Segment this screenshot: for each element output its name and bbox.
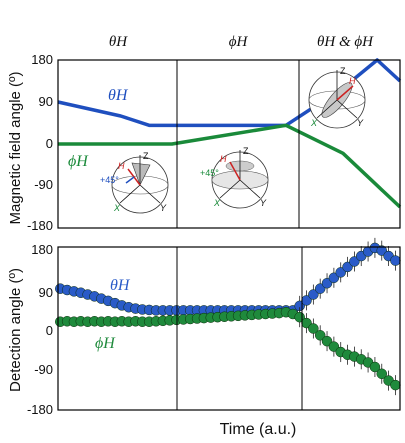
bottom-series-group: θH ϕH: [55, 237, 401, 396]
bottom-panel: Detection angle (º) 180 90 0 -90 -180 θH…: [7, 237, 401, 438]
inset2-y: Y: [260, 198, 267, 208]
bottom-ytick-90: 90: [39, 285, 53, 300]
top-ytick-90: 90: [39, 94, 53, 109]
inset2-h: H: [220, 154, 227, 164]
bottom-point-theta: [308, 289, 319, 300]
bottom-xlabel: Time (a.u.): [220, 421, 297, 438]
top-ytick-m90: -90: [34, 177, 53, 192]
top-panel: Magnetic field angle (º) 180 90 0 -90 -1…: [7, 34, 402, 233]
bottom-point-phi: [314, 330, 326, 341]
inset3-x: X: [310, 118, 318, 128]
bottom-series-label-theta: θH: [110, 277, 131, 294]
bottom-ytick-0: 0: [46, 323, 53, 338]
bottom-ytick-m180: -180: [27, 402, 53, 417]
bottom-point-phi: [308, 323, 319, 334]
top-plot-frame: [57, 59, 401, 229]
inset1-h: H: [118, 161, 125, 171]
top-series-label-phi: ϕH: [68, 153, 89, 170]
inset1-angle: +45°: [100, 175, 119, 185]
bottom-point-phi: [369, 361, 381, 373]
bottom-ytick-180: 180: [31, 242, 53, 257]
bottom-series-label-phi: ϕH: [95, 335, 116, 352]
top-ytick-180: 180: [31, 52, 53, 67]
bottom-plot-frame: [57, 246, 401, 411]
inset3-h: H: [349, 76, 356, 86]
bottom-point-phi: [376, 368, 388, 380]
bottom-point-phi: [390, 379, 401, 391]
segment-label-theta: θH: [109, 34, 128, 50]
bottom-point-theta: [390, 255, 401, 266]
inset1-y: Y: [160, 203, 167, 213]
top-series-group: θH ϕH: [57, 58, 402, 209]
inset1-x: X: [113, 203, 121, 213]
top-series-label-theta: θH: [108, 87, 129, 104]
top-ytick-0: 0: [46, 136, 53, 151]
inset2-x: X: [213, 198, 221, 208]
inset3-z: Z: [340, 66, 346, 76]
top-series-line-theta: [57, 58, 402, 128]
inset-sphere-3: Z H X Y: [308, 66, 366, 129]
inset-sphere-1: Z H +45° X Y: [100, 151, 169, 214]
inset2-z: Z: [243, 146, 249, 156]
bottom-ylabel: Detection angle (º): [7, 268, 24, 392]
segment-label-phi: ϕH: [229, 34, 249, 50]
top-ytick-m180: -180: [27, 218, 53, 233]
bottom-ytick-m90: -90: [34, 362, 53, 377]
top-ylabel: Magnetic field angle (º): [7, 71, 24, 224]
segment-label-both: θH & ϕH: [317, 34, 374, 50]
inset1-z: Z: [143, 151, 149, 161]
top-series-line-phi: [58, 123, 402, 209]
inset2-angle: +45°: [200, 168, 219, 178]
inset-sphere-2: Z H +45° X Y: [200, 146, 269, 209]
inset3-y: Y: [357, 118, 364, 128]
